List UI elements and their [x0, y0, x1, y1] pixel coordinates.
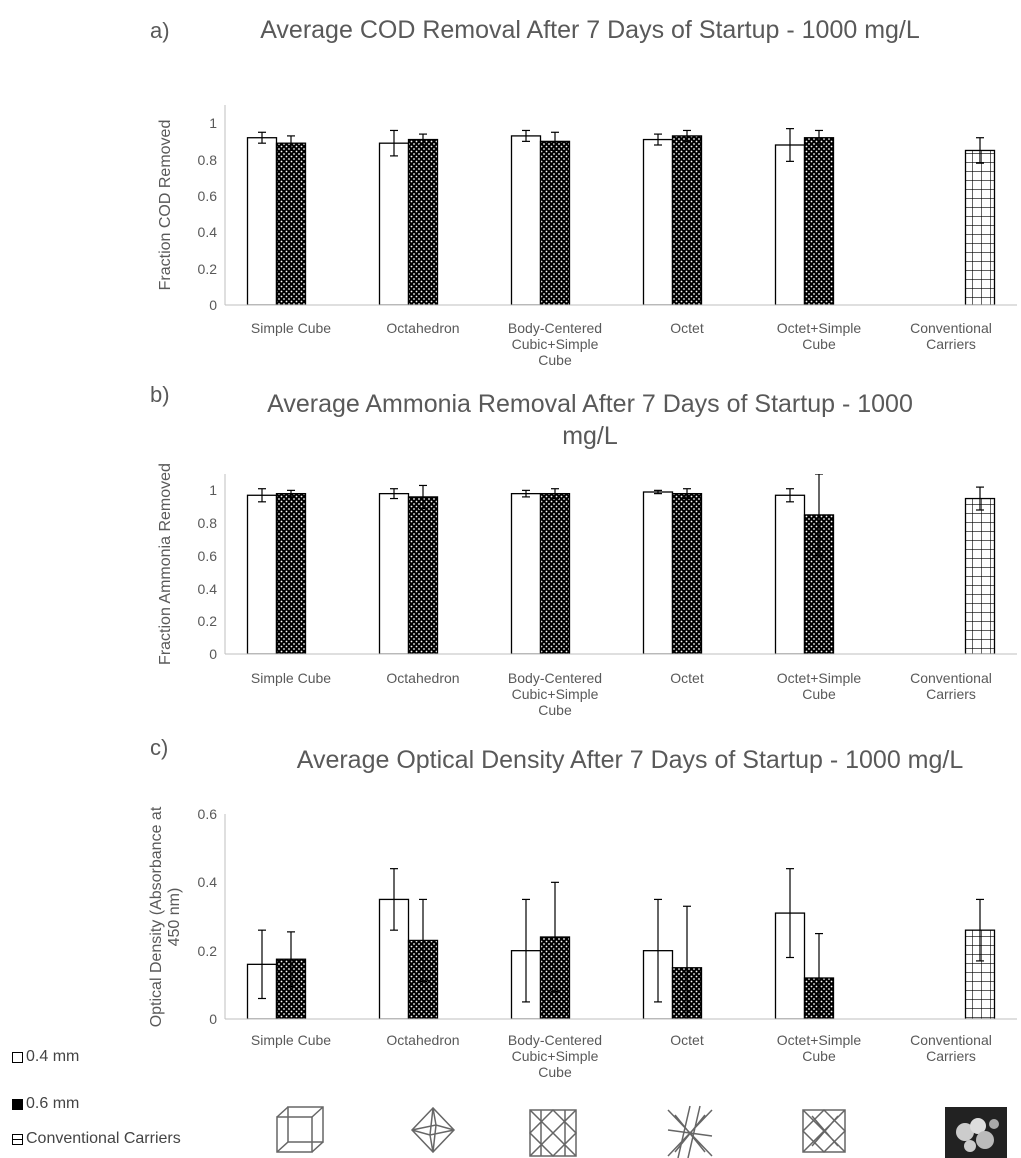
- panel-label: a): [150, 18, 170, 44]
- x-tick-label: Body-Centered Cubic+Simple Cube: [500, 320, 610, 368]
- bar: [776, 495, 805, 654]
- structure-icons: [277, 1106, 1007, 1158]
- y-tick-label: 0.2: [177, 943, 217, 959]
- x-tick-label: Octet+Simple Cube: [764, 320, 874, 352]
- chart-title: Average COD Removal After 7 Days of Star…: [240, 14, 940, 46]
- icon-bcc: [530, 1110, 576, 1156]
- x-tick-label: Octahedron: [368, 320, 478, 336]
- x-tick-label: Octet: [632, 320, 742, 336]
- legend-label: 0.6 mm: [26, 1095, 79, 1113]
- panel-label: b): [150, 382, 170, 408]
- legend-swatch: [12, 1099, 23, 1110]
- y-tick-label: 0.6: [177, 548, 217, 564]
- y-tick-label: 1: [177, 115, 217, 131]
- legend-item: Conventional Carriers: [12, 1130, 181, 1148]
- bar: [644, 492, 673, 654]
- icon-octahedron: [412, 1108, 454, 1152]
- y-tick-label: 0.4: [177, 581, 217, 597]
- bar: [409, 497, 438, 654]
- x-tick-label: Body-Centered Cubic+Simple Cube: [500, 1032, 610, 1080]
- icon-octet: [668, 1106, 712, 1158]
- legend-item: 0.4 mm: [12, 1048, 79, 1066]
- legend-swatch: [12, 1052, 23, 1063]
- x-tick-label: Octet+Simple Cube: [764, 670, 874, 702]
- y-tick-label: 0: [177, 297, 217, 313]
- x-tick-label: Simple Cube: [236, 670, 346, 686]
- bar: [776, 145, 805, 305]
- icon-octet-simple: [803, 1110, 845, 1152]
- y-tick-label: 0.4: [177, 874, 217, 890]
- y-tick-label: 0.6: [177, 188, 217, 204]
- bar: [248, 495, 277, 654]
- x-tick-label: Octahedron: [368, 670, 478, 686]
- y-axis-title: Optical Density (Absorbance at 450 nm): [146, 802, 186, 1032]
- y-tick-label: 1: [177, 482, 217, 498]
- icon-simple-cube: [277, 1107, 323, 1152]
- chart-title: Average Ammonia Removal After 7 Days of …: [240, 388, 940, 452]
- y-tick-label: 0.2: [177, 613, 217, 629]
- bar: [512, 494, 541, 654]
- legend-swatch: [12, 1134, 23, 1145]
- plot-area: [248, 869, 995, 1030]
- y-tick-label: 0.6: [177, 806, 217, 822]
- bar: [966, 150, 995, 305]
- bar: [277, 143, 306, 305]
- plot-area: [248, 129, 995, 305]
- bar: [644, 140, 673, 305]
- y-tick-label: 0: [177, 1011, 217, 1027]
- bar: [673, 494, 702, 654]
- x-tick-label: Conventional Carriers: [896, 320, 1006, 352]
- bar: [541, 494, 570, 654]
- bar: [380, 143, 409, 305]
- bar: [409, 140, 438, 305]
- x-tick-label: Octet: [632, 1032, 742, 1048]
- bar: [248, 138, 277, 305]
- bar: [277, 494, 306, 654]
- chart-title: Average Optical Density After 7 Days of …: [240, 744, 1020, 776]
- icon-conventional-photo: [945, 1107, 1007, 1158]
- plot-area: [248, 474, 995, 654]
- x-tick-label: Simple Cube: [236, 1032, 346, 1048]
- bar: [966, 499, 995, 654]
- panel-label: c): [150, 735, 168, 761]
- x-tick-label: Octahedron: [368, 1032, 478, 1048]
- x-tick-label: Body-Centered Cubic+Simple Cube: [500, 670, 610, 718]
- legend-item: 0.6 mm: [12, 1095, 79, 1113]
- y-tick-label: 0.2: [177, 261, 217, 277]
- y-tick-label: 0.8: [177, 515, 217, 531]
- x-tick-label: Simple Cube: [236, 320, 346, 336]
- bar: [673, 136, 702, 305]
- x-tick-label: Conventional Carriers: [896, 670, 1006, 702]
- bar: [541, 141, 570, 305]
- x-tick-label: Octet: [632, 670, 742, 686]
- x-tick-label: Conventional Carriers: [896, 1032, 1006, 1064]
- bar: [380, 494, 409, 654]
- legend-label: Conventional Carriers: [26, 1130, 181, 1148]
- x-tick-label: Octet+Simple Cube: [764, 1032, 874, 1064]
- y-tick-label: 0.8: [177, 152, 217, 168]
- bar: [805, 138, 834, 305]
- figure: a) Average COD Removal After 7 Days of St…: [0, 0, 1021, 1158]
- y-tick-label: 0.4: [177, 224, 217, 240]
- bar: [512, 136, 541, 305]
- y-tick-label: 0: [177, 646, 217, 662]
- legend-label: 0.4 mm: [26, 1048, 79, 1066]
